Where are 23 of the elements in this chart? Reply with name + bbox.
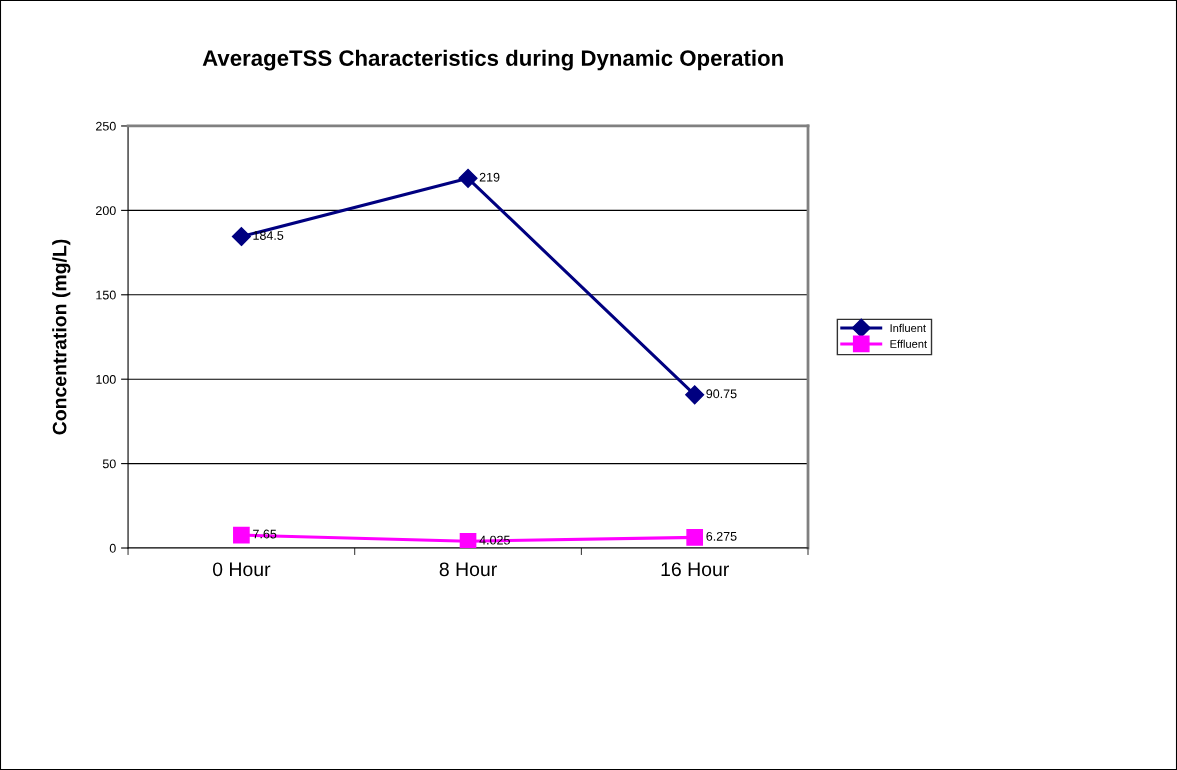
data-label: 184.5: [253, 231, 284, 240]
legend-label: Effluent: [890, 339, 927, 348]
y-tick-label: 150: [96, 290, 116, 300]
point: [686, 529, 704, 546]
legend-label: Influent: [890, 323, 926, 333]
point: [458, 168, 478, 188]
y-tick-label: 0: [109, 543, 116, 553]
point: [685, 385, 705, 405]
x-tick-label: 8 Hour: [439, 562, 497, 577]
data-label: 6.275: [706, 531, 737, 541]
y-tick-label: 100: [96, 374, 116, 384]
x-tick-label: 16 Hour: [661, 562, 729, 577]
y-axis-title: Concentration (mg/L): [52, 239, 71, 435]
point: [459, 532, 477, 549]
x-tick-label: 0 Hour: [212, 562, 271, 577]
point: [233, 526, 250, 544]
data-label: 219: [479, 172, 500, 182]
data-label: 90.75: [706, 389, 737, 399]
chart-title: AverageTSS Characteristics during Dynamic Operation: [202, 49, 783, 71]
y-tick-label: 200: [96, 206, 116, 216]
point: [231, 227, 251, 247]
y-tick-label: 250: [96, 121, 116, 131]
y-tick-label: 50: [102, 459, 116, 469]
